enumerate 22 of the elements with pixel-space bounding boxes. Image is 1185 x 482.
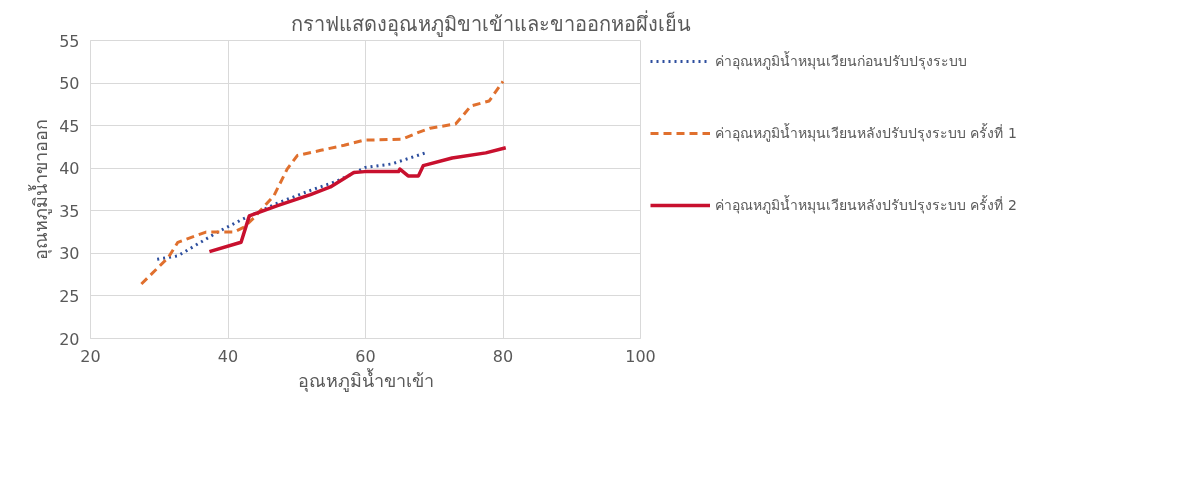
y-axis-title: อุณหภูมิน้ำขาออก <box>28 119 53 260</box>
y-tick-label: 25 <box>59 286 80 306</box>
x-tick-label: 60 <box>355 346 376 366</box>
x-tick-label: 80 <box>492 346 514 366</box>
y-tick-label: 45 <box>59 116 80 136</box>
chart-title: กราฟแสดงอุณหภูมิขาเข้าและขาออกหอผึ่งเย็น <box>290 9 691 37</box>
y-tick-label: 30 <box>59 244 80 264</box>
legend-label: ค่าอุณหภูมิน้ำหมุนเวียนหลังปรับปรุงระบบ ครั้งที่ 2 <box>715 194 1017 216</box>
y-tick-label: 35 <box>59 201 80 221</box>
y-tick-label: 40 <box>59 159 80 179</box>
x-tick-label: 20 <box>80 346 101 366</box>
legend-label: ค่าอุณหภูมิน้ำหมุนเวียนก่อนปรับปรุงระบบ <box>715 50 967 72</box>
x-axis-title: อุณหภูมิน้ำขาเข้า <box>297 367 434 392</box>
x-tick-label: 100 <box>625 346 656 366</box>
x-tick-label: 40 <box>217 346 239 366</box>
line-series <box>155 151 427 261</box>
y-tick-label: 55 <box>59 31 80 51</box>
line-series <box>207 146 508 254</box>
y-tick-label: 20 <box>59 329 80 349</box>
legend-label: ค่าอุณหภูมิน้ำหมุนเวียนหลังปรับปรุงระบบ ครั้งที่ 1 <box>715 122 1017 144</box>
line-series <box>139 79 505 286</box>
y-tick-label: 50 <box>59 74 80 94</box>
